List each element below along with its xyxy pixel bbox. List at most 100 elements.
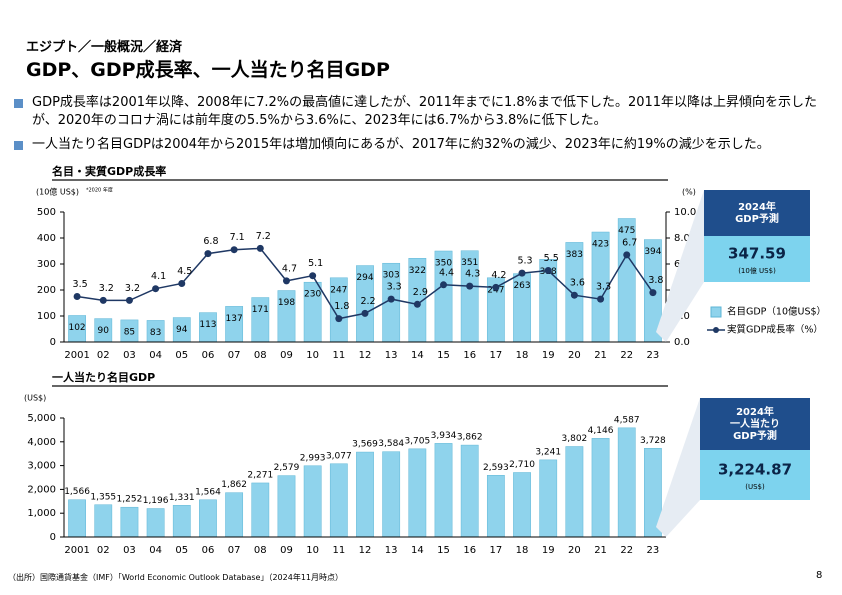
bar xyxy=(68,499,86,538)
line-label: 4.1 xyxy=(151,271,166,282)
line-label: 4.3 xyxy=(465,269,480,280)
callout-head xyxy=(700,398,810,450)
bar xyxy=(277,475,296,538)
value-label: 350 xyxy=(435,259,452,269)
x-tick-label: 07 xyxy=(228,350,241,361)
value-label: 2,271 xyxy=(247,470,273,480)
bar xyxy=(539,459,558,538)
source: （出所）国際通貨基金（IMF）「World Economic Outlook D… xyxy=(8,573,344,582)
y-tick-label: 0 xyxy=(50,337,56,348)
value-label: 1,862 xyxy=(221,480,247,490)
x-tick-label: 16 xyxy=(463,350,476,361)
marker xyxy=(99,296,107,304)
bar xyxy=(382,451,401,538)
value-label: 294 xyxy=(356,273,373,283)
chart-title: 名目・実質GDP成長率 xyxy=(52,164,166,178)
bar xyxy=(303,465,322,538)
callout-value: 3,224.87 xyxy=(718,461,792,479)
value-label: 1,196 xyxy=(143,496,169,506)
x-tick-label: 05 xyxy=(175,350,188,361)
line-label: 6.8 xyxy=(203,236,218,247)
marker xyxy=(623,251,631,259)
callout-unit: (US$) xyxy=(745,483,765,491)
y-tick-label: 5,000 xyxy=(27,413,56,424)
value-label: 3,241 xyxy=(535,447,561,457)
marker xyxy=(413,300,421,308)
page-number: 8 xyxy=(816,570,823,581)
x-tick-label: 09 xyxy=(280,545,293,556)
value-label: 3,802 xyxy=(562,434,588,444)
marker xyxy=(649,289,657,297)
line-label: 5.5 xyxy=(544,253,559,264)
marker xyxy=(440,281,448,289)
value-label: 2,710 xyxy=(509,460,535,470)
x-tick-label: 21 xyxy=(594,545,607,556)
x-tick-label: 22 xyxy=(620,545,633,556)
y2-tick-label: 10.0 xyxy=(674,207,696,218)
bar xyxy=(94,504,113,538)
y-tick-label: 1,000 xyxy=(27,508,56,519)
value-label: 3,569 xyxy=(352,440,378,450)
x-tick-label: 18 xyxy=(516,545,529,556)
note: *2020 年度 xyxy=(86,187,113,194)
bar xyxy=(225,492,244,538)
value-label: 83 xyxy=(150,328,161,338)
legend-swatch xyxy=(710,306,722,318)
value-label: 102 xyxy=(68,323,85,333)
marker xyxy=(466,282,474,290)
bar xyxy=(146,508,165,538)
x-tick-label: 22 xyxy=(620,350,633,361)
x-tick-label: 23 xyxy=(647,545,660,556)
value-label: 247 xyxy=(330,285,347,295)
value-label: 94 xyxy=(176,325,188,335)
line-label: 2.2 xyxy=(360,296,375,307)
line-label: 3.8 xyxy=(648,275,663,286)
x-tick-label: 11 xyxy=(332,350,345,361)
y-tick-label: 500 xyxy=(37,207,56,218)
bar xyxy=(199,499,217,538)
line-label: 3.2 xyxy=(99,283,114,294)
marker xyxy=(597,295,605,303)
line-label: 3.3 xyxy=(387,282,402,293)
x-tick-label: 12 xyxy=(359,350,372,361)
value-label: 303 xyxy=(383,271,400,281)
marker xyxy=(178,280,186,287)
line-label: 1.8 xyxy=(334,301,349,312)
bar xyxy=(617,427,636,538)
x-tick-label: 04 xyxy=(149,545,162,556)
bar xyxy=(251,482,270,538)
bar xyxy=(172,505,191,538)
x-tick-label: 14 xyxy=(411,545,424,556)
callout-line: 一人当たり xyxy=(730,417,780,430)
value-label: 383 xyxy=(566,250,583,260)
x-tick-label: 16 xyxy=(463,545,476,556)
line-label: 5.1 xyxy=(308,258,323,269)
x-tick-label: 06 xyxy=(202,545,215,556)
y-tick-label: 0 xyxy=(50,532,56,543)
value-label: 1,252 xyxy=(117,495,143,505)
value-label: 3,584 xyxy=(378,439,404,449)
line-label: 3.6 xyxy=(570,278,585,289)
bar xyxy=(460,444,479,538)
x-tick-label: 14 xyxy=(411,350,424,361)
bar xyxy=(408,448,427,538)
y-tick-label: 4,000 xyxy=(27,437,56,448)
x-tick-label: 18 xyxy=(516,350,529,361)
marker xyxy=(73,293,81,300)
value-label: 1,566 xyxy=(64,487,90,497)
marker xyxy=(492,283,500,291)
y-tick-label: 200 xyxy=(37,285,56,296)
legend-swatch xyxy=(713,327,719,333)
value-label: 3,728 xyxy=(640,436,666,446)
x-tick-label: 2001 xyxy=(64,350,89,361)
x-tick-label: 15 xyxy=(437,545,450,556)
y-tick-label: 3,000 xyxy=(27,461,56,472)
legend-label: 実質GDP成長率（%） xyxy=(727,324,823,336)
value-label: 198 xyxy=(278,298,295,308)
callout-line: 2024年 xyxy=(736,405,774,418)
bar xyxy=(565,446,584,538)
marker xyxy=(230,246,238,254)
line-label: 7.2 xyxy=(256,231,271,242)
chart-title: 一人当たり名目GDP xyxy=(52,370,155,384)
